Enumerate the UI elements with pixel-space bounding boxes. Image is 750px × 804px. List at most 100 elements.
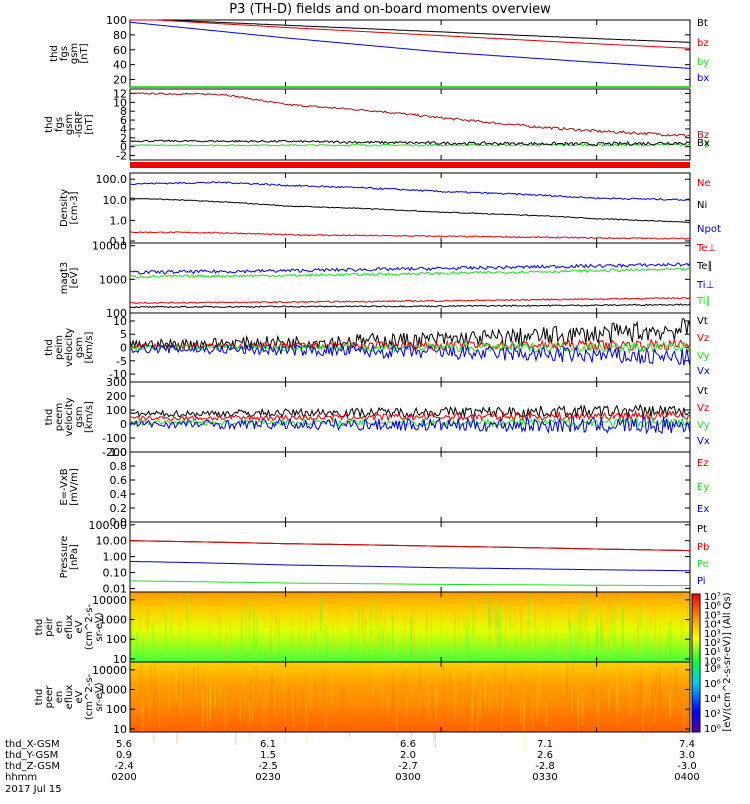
heatmap-texture xyxy=(165,604,167,633)
heatmap-texture xyxy=(532,694,534,730)
heatmap-texture xyxy=(467,617,469,661)
heatmap-texture xyxy=(282,666,284,692)
heatmap-texture xyxy=(136,631,137,680)
y-tick-label: 100 xyxy=(106,404,127,417)
heatmap-texture xyxy=(176,699,178,744)
y-axis-label: gsm xyxy=(64,114,75,135)
y-axis-label: eflux xyxy=(64,615,75,640)
heatmap-texture xyxy=(503,662,505,687)
colorbar-tick-label: 10⁰ xyxy=(704,724,721,735)
heatmap-texture xyxy=(520,677,522,725)
heatmap-texture xyxy=(382,626,383,674)
heatmap-texture xyxy=(573,687,575,734)
panel-efield: 1.00.80.60.40.20.0 E=-VxB [mV/m] Ez Ey Ex xyxy=(59,446,709,529)
heatmap-texture xyxy=(154,662,156,709)
heatmap-texture xyxy=(483,701,485,729)
heatmap-texture xyxy=(471,698,473,731)
heatmap-texture xyxy=(645,624,647,658)
legend-label: by xyxy=(697,57,709,68)
panel-density: 100.0 10.0 1.0 0.1 Density [cm-3] Ne Ni Npot xyxy=(59,172,721,248)
heatmap-texture xyxy=(669,677,671,719)
y-tick-label: 0.1 xyxy=(110,235,128,248)
heatmap-texture xyxy=(413,633,415,670)
heatmap-texture xyxy=(449,673,451,700)
heatmap-texture xyxy=(387,629,389,664)
heatmap-texture xyxy=(286,677,288,723)
legend-label: bx xyxy=(697,73,709,84)
series-line-peem-velocity-0 xyxy=(129,403,691,419)
y-axis-label: [cm-3] xyxy=(69,191,80,224)
y-axis-label: eV xyxy=(74,690,85,703)
heatmap-texture xyxy=(545,699,547,728)
heatmap-texture xyxy=(149,696,150,725)
heatmap-texture xyxy=(187,616,189,665)
heatmap-texture xyxy=(271,674,273,705)
heatmap-texture xyxy=(182,666,184,702)
heatmap-texture xyxy=(131,631,133,672)
heatmap-texture xyxy=(375,600,377,631)
heatmap-texture xyxy=(349,599,351,634)
heatmap-texture xyxy=(186,598,187,621)
heatmap-texture xyxy=(669,623,670,657)
y-axis-label: [nT] xyxy=(79,43,90,63)
y-axis-label: [eV] xyxy=(69,268,80,289)
heatmap-texture xyxy=(536,686,538,719)
y-tick-label: 6 xyxy=(120,114,127,127)
y-axis-label: fgs xyxy=(54,117,65,132)
heatmap-texture xyxy=(477,696,479,737)
y-axis-label: peem xyxy=(54,403,65,431)
heatmap-texture xyxy=(654,679,656,724)
heatmap-texture xyxy=(272,696,274,729)
heatmap-texture xyxy=(426,607,428,631)
legend-label: Npot xyxy=(697,224,721,235)
heatmap-texture xyxy=(606,596,608,634)
colorbar-tick-label: 10⁷ xyxy=(704,592,721,603)
heatmap-texture xyxy=(570,623,572,652)
y-tick-label: 4 xyxy=(120,123,127,136)
x-row-value: -2.8 xyxy=(535,761,555,772)
y-tick-label: -200 xyxy=(102,446,127,459)
heatmap-texture xyxy=(629,675,631,718)
heatmap-texture xyxy=(267,687,268,723)
heatmap-texture xyxy=(622,605,624,652)
heatmap-texture xyxy=(539,679,541,708)
heatmap-texture xyxy=(209,662,211,706)
heatmap-texture xyxy=(410,616,412,658)
heatmap-texture xyxy=(586,614,588,639)
colorbar-tick-label: 10¹ xyxy=(704,647,721,658)
y-tick-label: -5 xyxy=(116,355,127,368)
series-line-fgs-dB-1 xyxy=(129,143,691,147)
x-row-label: thd_Z-GSM xyxy=(5,761,60,772)
x-row-value: -3.0 xyxy=(677,761,697,772)
heatmap-texture xyxy=(667,629,669,676)
heatmap-texture xyxy=(499,692,501,718)
heatmap-texture xyxy=(202,688,204,731)
legend-label: Pi xyxy=(697,576,706,587)
heatmap-texture xyxy=(545,610,547,657)
heatmap-texture xyxy=(305,606,307,642)
heatmap-texture xyxy=(634,630,636,654)
colorbar: 10⁷10⁶10⁵10⁴10³10²10¹10⁰10⁸10⁶10⁴10²10⁰[… xyxy=(691,592,733,735)
heatmap-texture xyxy=(654,609,656,651)
heatmap-texture xyxy=(404,616,406,663)
heatmap-texture xyxy=(396,701,398,739)
heatmap-texture xyxy=(278,619,280,669)
figure-title: P3 (TH-D) fields and on-board moments ov… xyxy=(229,2,551,17)
heatmap-texture xyxy=(146,596,148,639)
legend-label: Vx xyxy=(697,366,710,377)
y-tick-label: 5 xyxy=(120,328,127,341)
heatmap-texture xyxy=(131,598,133,646)
y-tick-label: 0.6 xyxy=(110,474,128,487)
y-axis-label: gsm xyxy=(69,43,80,64)
heatmap-texture xyxy=(600,621,602,656)
heatmap-texture xyxy=(147,606,148,628)
heatmap-texture xyxy=(245,605,247,633)
series-line-fgs-3 xyxy=(129,21,691,69)
heatmap-texture xyxy=(593,670,595,696)
y-axis-label: gsm xyxy=(74,337,85,358)
colorbar-tick-label: 10² xyxy=(704,638,721,649)
y-tick-label: 1.0 xyxy=(110,446,128,459)
x-row-label: thd_X-GSM xyxy=(5,739,60,750)
heatmap-texture xyxy=(502,667,504,708)
heatmap-texture xyxy=(601,624,603,647)
